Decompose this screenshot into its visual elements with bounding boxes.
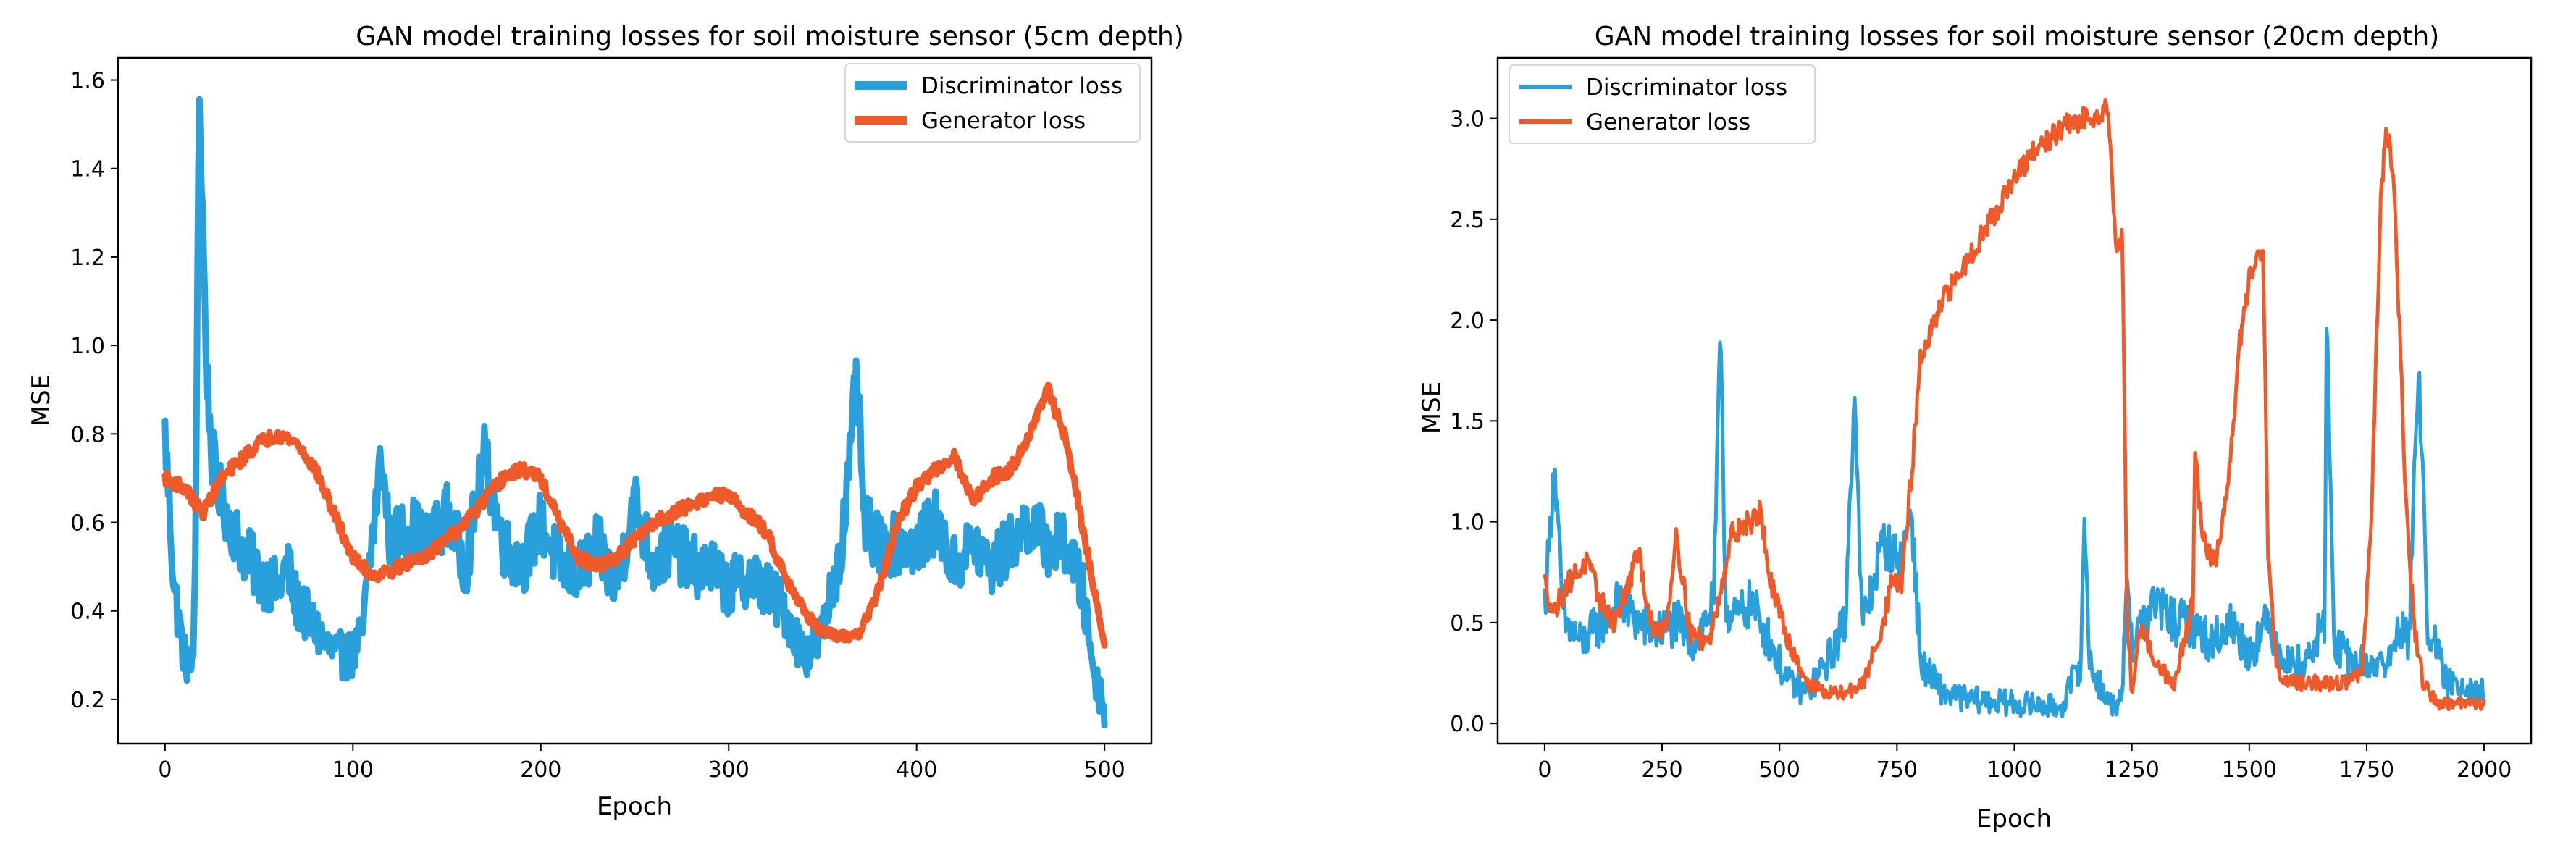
x-ticks: 0 250 500 750 1000 1250 1500 1750 2000: [1537, 757, 2512, 783]
x-tick-label: 750: [1876, 757, 1918, 783]
plot-area: [1490, 98, 2486, 751]
x-tick-label: 400: [896, 757, 937, 783]
x-tick-label: 250: [1641, 757, 1682, 783]
x-tick-label: 100: [332, 757, 374, 783]
axes-frame: [1496, 56, 2533, 745]
legend-label-discriminator: Discriminator loss: [1586, 75, 1787, 101]
y-tick-label: 0.2: [70, 688, 105, 713]
series-line-discriminator: [161, 96, 1108, 729]
legend-label-generator: Generator loss: [1586, 109, 1750, 135]
x-tick-label: 0: [158, 757, 172, 783]
legend-label-generator: Generator loss: [921, 108, 1086, 134]
y-tick-label: 0.6: [70, 511, 105, 537]
y-tick-label: 1.4: [70, 157, 105, 182]
y-ticks: 0.0 0.5 1.0 1.5 2.0 2.5 3.0: [1450, 107, 1485, 738]
series-line-discriminator: [1543, 327, 2486, 718]
x-tick-label: 0: [1537, 757, 1551, 783]
x-tick-label: 500: [1084, 757, 1125, 783]
x-tick-label: 1000: [1986, 757, 2042, 783]
x-tick-label: 1750: [2339, 757, 2394, 783]
x-tick-label: 2000: [2457, 757, 2512, 783]
y-tick-label: 1.0: [70, 334, 105, 359]
x-tick-label: 1250: [2104, 757, 2159, 783]
y-ticks: 0.2 0.4 0.6 0.8 1.0 1.2 1.4 1.6: [70, 69, 105, 713]
series-line-generator: [1543, 98, 2486, 712]
series-line-generator: [161, 382, 1108, 649]
legend-box: [844, 63, 1141, 143]
x-tick-label: 1500: [2222, 757, 2277, 783]
x-ticks: 0 100 200 300 400 500: [158, 757, 1125, 783]
x-tick-label: 300: [708, 757, 750, 783]
y-tick-label: 1.6: [70, 69, 105, 94]
legend: Discriminator loss Generator loss: [844, 63, 1141, 143]
axes-frame: [117, 56, 1153, 745]
y-tick-label: 2.5: [1450, 208, 1485, 233]
y-axis-label: MSE: [1417, 382, 1446, 434]
legend: Discriminator loss Generator loss: [1509, 64, 1816, 144]
x-axis-label: Epoch: [597, 792, 672, 821]
y-tick-label: 2.0: [1450, 308, 1485, 334]
x-tick-label: 200: [520, 757, 561, 783]
y-tick-label: 3.0: [1450, 107, 1485, 133]
x-axis-label: Epoch: [1976, 804, 2052, 833]
y-tick-label: 0.5: [1450, 611, 1485, 636]
y-tick-label: 0.8: [70, 422, 105, 447]
chart-5cm: GAN model training losses for soil moist…: [27, 22, 1184, 821]
legend-box: [1509, 64, 1816, 144]
y-tick-label: 1.2: [70, 245, 105, 271]
chart-title: GAN model training losses for soil moist…: [356, 22, 1184, 51]
y-axis-label: MSE: [27, 374, 56, 426]
legend-label-discriminator: Discriminator loss: [921, 73, 1123, 99]
y-tick-label: 0.0: [1450, 712, 1485, 737]
y-tick-label: 1.0: [1450, 510, 1485, 536]
y-tick-label: 1.5: [1450, 409, 1485, 434]
chart-20cm: GAN model training losses for soil moist…: [1417, 22, 2533, 833]
chart-title: GAN model training losses for soil moist…: [1595, 22, 2440, 51]
plot-area: [111, 79, 1108, 751]
x-tick-label: 500: [1759, 757, 1800, 783]
y-tick-label: 0.4: [70, 600, 105, 625]
